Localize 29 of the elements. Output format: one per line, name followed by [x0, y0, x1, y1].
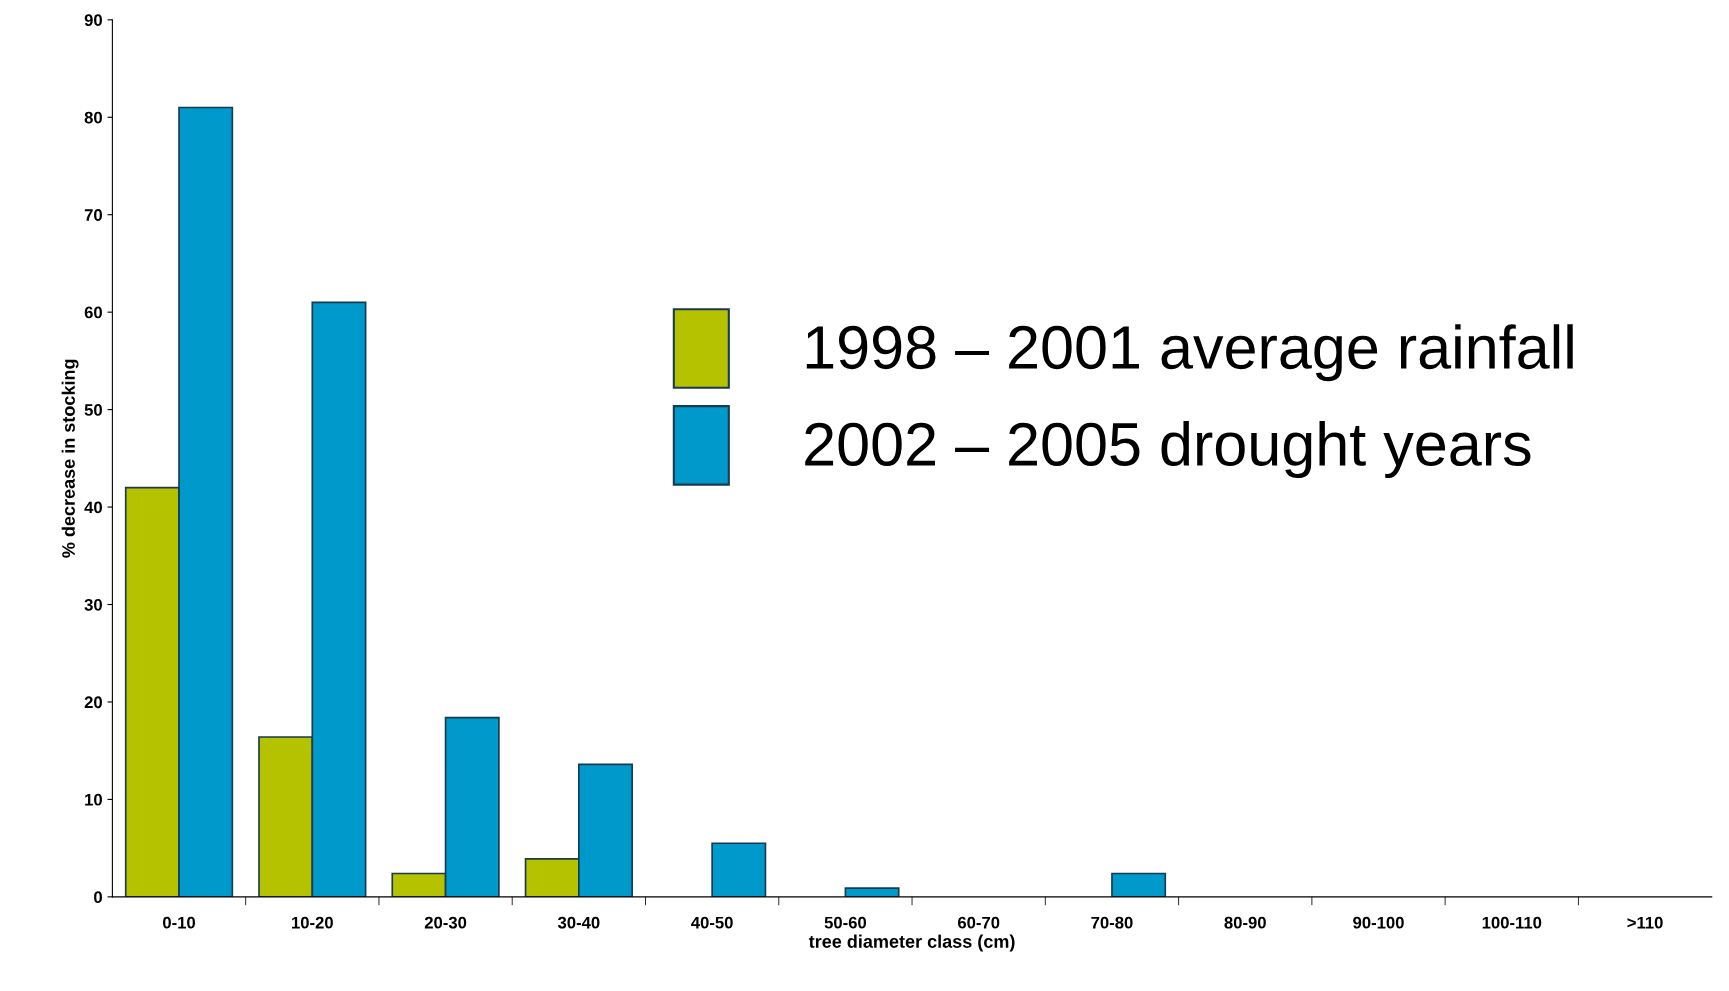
- y-tick-label: 80: [84, 111, 102, 124]
- legend-label: 1998 – 2001 average rainfall: [806, 324, 1573, 382]
- x-tick-label: 30-40: [557, 916, 600, 929]
- x-tick-label: >110: [1627, 916, 1663, 929]
- y-tick-label: 60: [84, 306, 102, 319]
- x-tick-label: 10-20: [292, 916, 333, 929]
- y-tick-label: 70: [84, 209, 102, 221]
- y-tick-label: 0: [94, 891, 102, 904]
- x-tick-label: 70-80: [1091, 916, 1133, 929]
- x-tick-label: 40-50: [691, 916, 733, 929]
- bar: [844, 887, 900, 897]
- y-tick-label: 40: [84, 501, 102, 514]
- y-tick-label: 30: [84, 598, 102, 611]
- y-tick-label: 90: [84, 14, 102, 27]
- y-tick-label: 20: [84, 696, 102, 709]
- x-tick-label: 50-60: [824, 916, 867, 929]
- bar: [711, 842, 767, 897]
- x-axis-title: tree diameter class (cm): [808, 934, 1015, 952]
- legend-label: 2002 – 2005 drought years: [805, 421, 1531, 479]
- x-tick-label: 0-10: [163, 916, 196, 929]
- y-tick-label: 10: [85, 793, 102, 806]
- x-tick-label: 100-110: [1482, 916, 1542, 929]
- x-tick-label: 90-100: [1353, 916, 1404, 929]
- x-tick-label: 80-90: [1224, 916, 1266, 929]
- x-tick-label: 20-30: [424, 916, 467, 929]
- y-axis-title: % decrease in stocking: [61, 359, 79, 558]
- x-tick-label: 60-70: [957, 916, 1000, 929]
- y-tick-label: 50: [84, 404, 102, 416]
- bar: [1111, 872, 1167, 897]
